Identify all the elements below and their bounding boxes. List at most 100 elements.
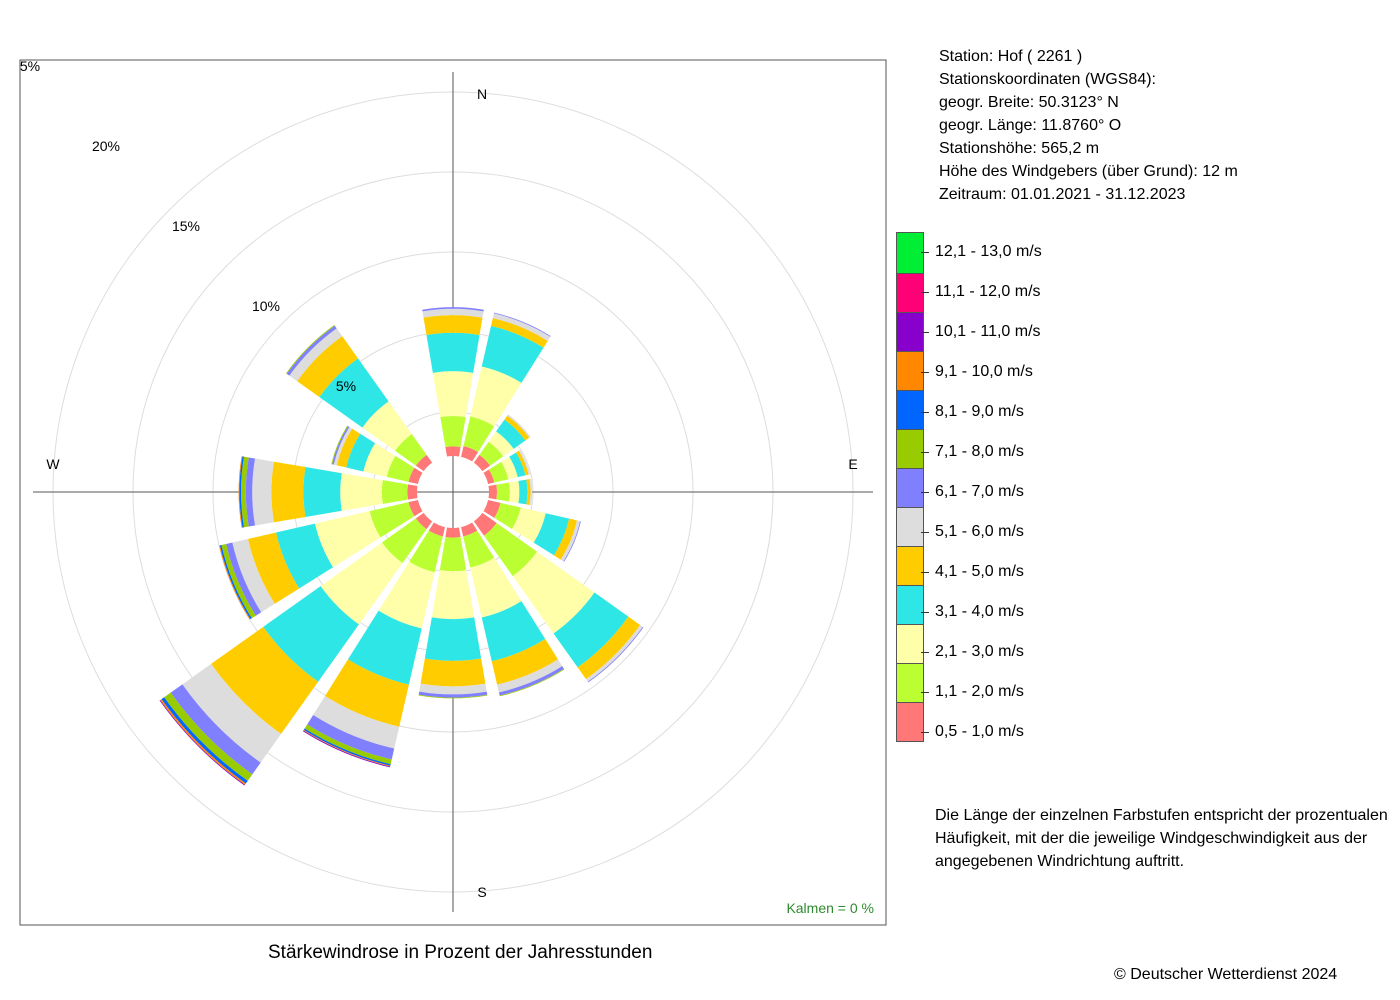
station-elevation: Stationshöhe: 565,2 m — [939, 140, 1100, 157]
sector-sw-class-7 — [164, 692, 253, 781]
sector-se-class-3 — [553, 592, 629, 668]
sector-w-class-4 — [271, 461, 306, 523]
sector-wnw-class-4 — [336, 428, 361, 468]
sector-ssw-class-2 — [378, 561, 435, 629]
sector-sse-class-4 — [491, 639, 558, 685]
sector-sw-class-5 — [182, 663, 282, 763]
legend-swatch — [897, 233, 923, 273]
sector-n-class-2 — [432, 371, 474, 418]
legend-entry: 8,1 - 9,0 m/s — [921, 392, 1141, 432]
legend-swatch — [897, 624, 923, 663]
sector-wsw-class-7 — [221, 543, 256, 619]
legend-tick — [921, 692, 929, 693]
sector-nw-class-2 — [362, 401, 412, 451]
sector-sw-class-6 — [170, 684, 261, 775]
ring-label: 15% — [172, 218, 200, 234]
sector-ssw-class-6 — [307, 714, 395, 760]
legend-tick — [921, 412, 929, 413]
station-longitude: geogr. Länge: 11.8760° O — [939, 117, 1122, 134]
sector-sw-class-1 — [381, 518, 427, 564]
legend-swatch — [897, 663, 923, 702]
sector-wnw-class-7 — [331, 425, 348, 465]
sector-wsw-class-3 — [275, 523, 334, 589]
sector-n-class-6 — [422, 307, 484, 312]
sector-e-class-0 — [488, 484, 497, 500]
sector-e-class-2 — [509, 480, 520, 504]
sector-e-class-1 — [496, 482, 510, 502]
legend-label: 11,1 - 12,0 m/s — [935, 283, 1041, 300]
speed-legend — [896, 232, 924, 742]
legend-tick — [921, 292, 929, 293]
direction-label-s: S — [477, 884, 486, 900]
sector-w-class-3 — [303, 467, 342, 517]
sector-ese-class-1 — [494, 502, 521, 529]
station-coords-heading: Stationskoordinaten (WGS84): — [939, 71, 1156, 88]
sector-ssw-class-5 — [313, 695, 400, 749]
legend-swatch — [897, 429, 923, 468]
legend-swatch — [897, 468, 923, 507]
sector-w-class-7 — [241, 456, 249, 528]
sector-e-class-4 — [526, 479, 531, 505]
sector-ssw-class-4 — [325, 659, 409, 727]
sector-wnw-class-6 — [332, 426, 350, 465]
ring-label: 20% — [92, 138, 120, 154]
sector-wsw-class-6 — [226, 542, 262, 616]
direction-label-n: N — [477, 86, 487, 102]
sector-ese-class-0 — [483, 500, 501, 518]
sector-s-class-5 — [419, 683, 487, 695]
legend-entry: 4,1 - 5,0 m/s — [921, 552, 1141, 592]
legend-tick — [921, 572, 929, 573]
legend-label: 12,1 - 13,0 m/s — [935, 243, 1042, 260]
sector-ne-class-1 — [479, 441, 504, 466]
legend-label: 0,5 - 1,0 m/s — [935, 723, 1024, 740]
legend-entry: 3,1 - 4,0 m/s — [921, 592, 1141, 632]
sector-s-class-4 — [420, 658, 486, 687]
sector-sse-class-2 — [470, 557, 522, 618]
station-name: Station: Hof ( 2261 ) — [939, 48, 1083, 65]
legend-label: 9,1 - 10,0 m/s — [935, 363, 1033, 380]
sector-wnw-class-2 — [363, 443, 396, 477]
sector-ne-class-2 — [488, 431, 514, 457]
sector-nw-class-5 — [289, 328, 343, 382]
sector-nne-class-4 — [491, 318, 548, 348]
sector-wsw-class-4 — [247, 532, 300, 604]
copyright: © Deutscher Wetterdienst 2024 — [1114, 966, 1338, 983]
legend-entry: 12,1 - 13,0 m/s — [921, 232, 1141, 272]
sector-ssw-class-7 — [304, 724, 392, 765]
legend-swatch — [897, 351, 923, 390]
sector-ne-class-3 — [496, 419, 526, 449]
station-latitude: geogr. Breite: 50.3123° N — [939, 94, 1119, 111]
sector-nne-class-0 — [461, 445, 479, 462]
sector-ene-class-1 — [488, 461, 509, 483]
sector-ne-class-0 — [473, 454, 491, 472]
legend-tick — [921, 732, 929, 733]
sector-wsw-class-8 — [219, 545, 252, 620]
sector-nw-class-3 — [319, 358, 389, 428]
legend-swatch — [897, 702, 923, 741]
direction-label-w: W — [46, 456, 60, 472]
sector-sse-class-6 — [498, 666, 564, 696]
time-period: Zeitraum: 01.01.2021 - 31.12.2023 — [939, 186, 1186, 203]
legend-entry: 5,1 - 6,0 m/s — [921, 512, 1141, 552]
legend-label: 7,1 - 8,0 m/s — [935, 443, 1024, 460]
legend-label: 4,1 - 5,0 m/s — [935, 563, 1024, 580]
sector-ne-class-5 — [507, 414, 531, 438]
sector-e-class-5 — [529, 478, 533, 506]
ring-label: 5% — [20, 58, 40, 74]
sector-sse-class-0 — [461, 522, 478, 537]
sector-sw-class-4 — [211, 626, 319, 734]
legend-entry: 6,1 - 7,0 m/s — [921, 472, 1141, 512]
legend-label: 1,1 - 2,0 m/s — [935, 683, 1024, 700]
sector-ese-class-5 — [560, 520, 581, 562]
sector-ese-class-4 — [553, 518, 577, 560]
chart-title: Stärkewindrose in Prozent der Jahresstun… — [268, 942, 653, 963]
legend-entry: 0,5 - 1,0 m/s — [921, 712, 1141, 752]
sector-s-class-6 — [418, 691, 488, 698]
legend-tick — [921, 332, 929, 333]
sector-s-class-7 — [418, 694, 488, 699]
sector-n-class-1 — [440, 415, 466, 448]
legend-swatch — [897, 507, 923, 546]
sector-ene-class-3 — [509, 452, 526, 478]
legend-label: 10,1 - 11,0 m/s — [935, 323, 1041, 340]
